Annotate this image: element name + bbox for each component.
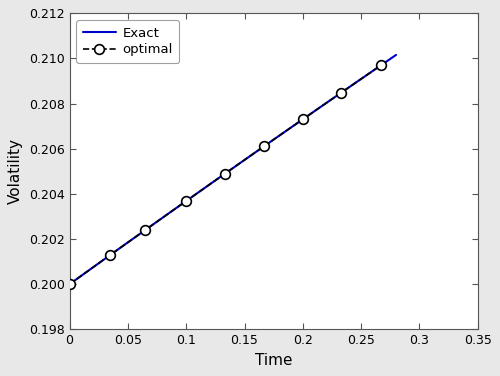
- Exact: [224, 170, 230, 175]
- Exact: [393, 53, 399, 57]
- Legend: Exact, optimal: Exact, optimal: [76, 20, 180, 63]
- Exact: [244, 156, 250, 161]
- optimal: [262, 144, 268, 148]
- optimal: [183, 199, 189, 203]
- Y-axis label: Volatility: Volatility: [8, 138, 24, 204]
- Exact: [386, 58, 392, 62]
- optimal: [66, 282, 72, 287]
- Exact: [261, 144, 267, 149]
- optimal: [300, 117, 306, 121]
- optimal: [338, 90, 344, 95]
- optimal: [108, 253, 114, 257]
- Line: optimal: optimal: [65, 61, 386, 289]
- Exact: [222, 171, 228, 176]
- X-axis label: Time: Time: [255, 353, 292, 368]
- Line: Exact: Exact: [70, 55, 396, 284]
- optimal: [378, 63, 384, 68]
- Exact: [66, 282, 72, 287]
- Exact: [334, 93, 340, 98]
- optimal: [142, 227, 148, 232]
- optimal: [222, 171, 228, 176]
